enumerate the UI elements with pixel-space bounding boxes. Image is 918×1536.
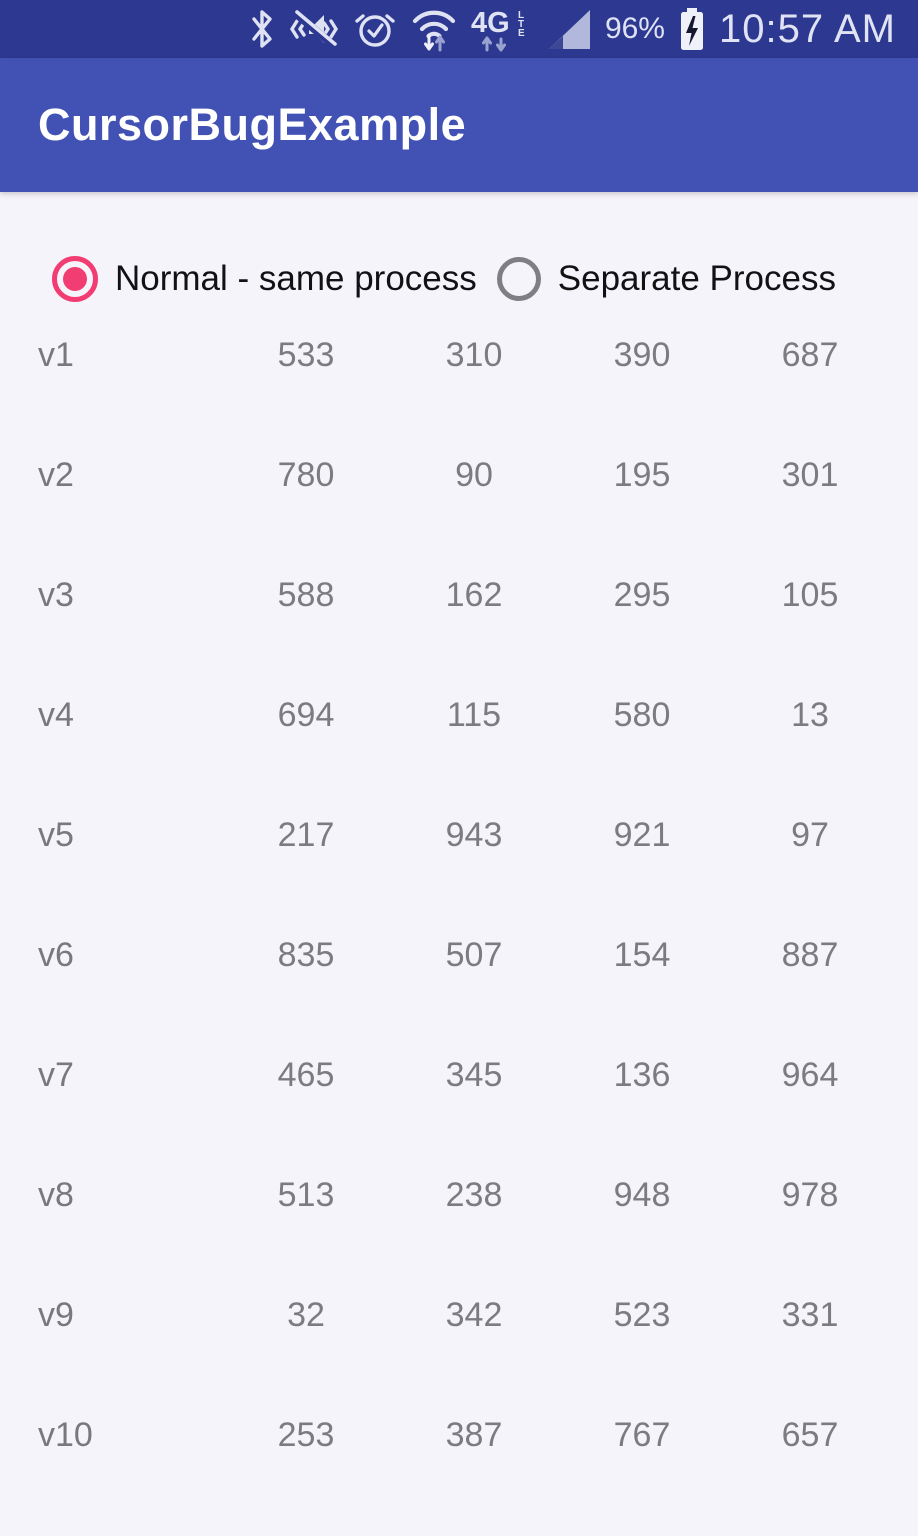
row-value: 32: [287, 1296, 325, 1334]
row-value: 387: [445, 1416, 503, 1454]
row-value: 162: [445, 576, 503, 614]
value-list: v1 533 310 390 687 v2 780 90 195 301 v3 …: [0, 322, 918, 1522]
list-item-v7[interactable]: v7 465 345 136 964: [0, 1042, 918, 1162]
row-value: 780: [277, 456, 335, 494]
row-value: 465: [277, 1056, 335, 1094]
list-item-v5[interactable]: v5 217 943 921 97: [0, 802, 918, 922]
list-item-v8[interactable]: v8 513 238 948 978: [0, 1162, 918, 1282]
row-label: v6: [38, 936, 74, 974]
row-value: 105: [781, 576, 839, 614]
row-label: v7: [38, 1056, 74, 1094]
list-item-v1[interactable]: v1 533 310 390 687: [0, 322, 918, 442]
row-value: 657: [781, 1416, 839, 1454]
row-value: 767: [613, 1416, 671, 1454]
alarm-icon: [353, 8, 397, 50]
row-value: 507: [445, 936, 503, 974]
row-label: v9: [38, 1296, 74, 1334]
row-value: 342: [445, 1296, 503, 1334]
radio-dot: [63, 267, 87, 291]
row-value: 687: [781, 336, 839, 374]
row-label: v4: [38, 696, 74, 734]
process-mode-radio-group: Normal - same process Separate Process: [0, 254, 918, 304]
row-value: 513: [277, 1176, 335, 1214]
bluetooth-icon: [249, 8, 275, 50]
row-value: 331: [781, 1296, 839, 1334]
row-value: 295: [613, 576, 671, 614]
row-value: 580: [613, 696, 671, 734]
lte-4g-text: 4G: [471, 7, 510, 39]
row-label: v8: [38, 1176, 74, 1214]
row-value: 835: [277, 936, 335, 974]
row-value: 390: [613, 336, 671, 374]
row-value: 533: [277, 336, 335, 374]
lte-icon: 4G L T E: [471, 6, 533, 52]
list-item-v2[interactable]: v2 780 90 195 301: [0, 442, 918, 562]
row-value: 964: [781, 1056, 839, 1094]
list-item-v6[interactable]: v6 835 507 154 887: [0, 922, 918, 1042]
row-value: 943: [445, 816, 503, 854]
app-bar: CursorBugExample: [0, 58, 918, 192]
row-value: 948: [613, 1176, 671, 1214]
row-value: 238: [445, 1176, 503, 1214]
row-value: 310: [445, 336, 503, 374]
row-label: v5: [38, 816, 74, 854]
radio-label-normal: Normal - same process: [115, 259, 477, 298]
list-item-v4[interactable]: v4 694 115 580 13: [0, 682, 918, 802]
radio-separate-process[interactable]: Separate Process: [496, 257, 856, 301]
row-value: 195: [613, 456, 671, 494]
row-label: v2: [38, 456, 74, 494]
row-value: 978: [781, 1176, 839, 1214]
svg-text:E: E: [518, 28, 525, 39]
row-value: 588: [277, 576, 335, 614]
row-label: v3: [38, 576, 74, 614]
list-item-v10[interactable]: v10 253 387 767 657: [0, 1402, 918, 1522]
row-label: v1: [38, 336, 74, 374]
row-value: 90: [455, 456, 493, 494]
row-value: 694: [277, 696, 335, 734]
svg-text:T: T: [518, 19, 524, 30]
signal-icon: [546, 7, 592, 51]
list-item-v9[interactable]: v9 32 342 523 331: [0, 1282, 918, 1402]
row-value: 253: [277, 1416, 335, 1454]
wifi-icon: [410, 6, 458, 52]
row-value: 345: [445, 1056, 503, 1094]
status-bar: 4G L T E 96% 10:57 AM: [0, 0, 918, 58]
app-title: CursorBugExample: [38, 99, 467, 150]
battery-percent: 96%: [604, 12, 665, 45]
row-value: 523: [613, 1296, 671, 1334]
radio-label-separate: Separate Process: [557, 259, 836, 298]
row-value: 154: [613, 936, 671, 974]
svg-text:L: L: [518, 10, 524, 21]
radio-normal-same-process[interactable]: Normal - same process: [52, 256, 497, 302]
list-item-v3[interactable]: v3 588 162 295 105: [0, 562, 918, 682]
row-label: v10: [38, 1416, 93, 1454]
row-value: 301: [781, 456, 839, 494]
row-value: 97: [791, 816, 829, 854]
row-value: 136: [613, 1056, 671, 1094]
battery-charging-icon: [678, 5, 706, 53]
row-value: 217: [277, 816, 335, 854]
vibrate-mute-icon: [288, 8, 340, 50]
row-value: 887: [781, 936, 839, 974]
status-time: 10:57 AM: [718, 6, 896, 51]
radio-selected-icon[interactable]: [52, 256, 98, 302]
row-value: 13: [791, 696, 829, 734]
radio-unselected-icon[interactable]: [496, 257, 541, 301]
row-value: 115: [446, 696, 502, 734]
row-value: 921: [613, 816, 671, 854]
